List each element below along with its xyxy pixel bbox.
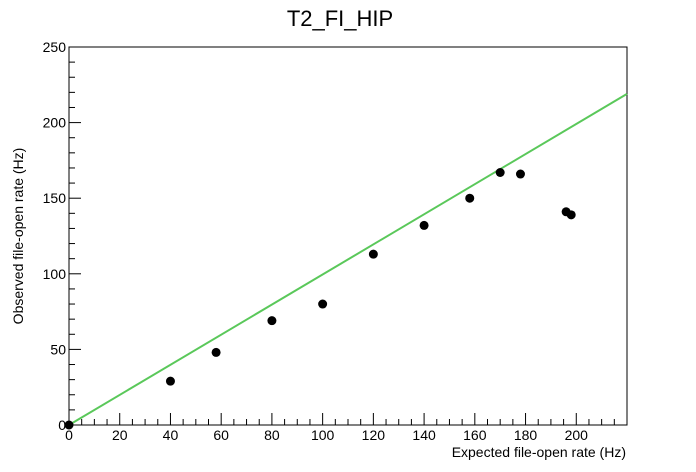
- data-point: [64, 420, 74, 430]
- data-point: [566, 210, 576, 220]
- x-axis-label: Expected file-open rate (Hz): [452, 444, 626, 460]
- x-tick-label: 20: [112, 427, 128, 443]
- y-tick-label: 100: [43, 266, 67, 282]
- x-tick-label: 0: [65, 427, 73, 443]
- x-tick-label: 100: [311, 427, 335, 443]
- chart-title: T2_FI_HIP: [287, 6, 393, 31]
- y-tick-label: 0: [58, 417, 66, 433]
- data-point: [495, 167, 505, 177]
- y-tick-label: 250: [43, 39, 67, 55]
- x-tick-label: 120: [362, 427, 386, 443]
- plot-frame: [68, 46, 628, 426]
- fit-line: [68, 93, 628, 426]
- fit-line-series: [68, 93, 628, 426]
- data-point: [267, 316, 277, 326]
- x-tick-label: 160: [463, 427, 487, 443]
- data-point: [368, 249, 378, 259]
- y-axis-label: Observed file-open rate (Hz): [10, 148, 26, 325]
- data-point: [515, 169, 525, 179]
- data-points-series: [64, 167, 576, 430]
- data-point: [419, 220, 429, 230]
- data-point: [318, 299, 328, 309]
- y-axis: 0 50 100 150 200 250: [43, 39, 81, 433]
- x-tick-label: 40: [163, 427, 179, 443]
- x-tick-label: 80: [264, 427, 280, 443]
- x-tick-label: 200: [565, 427, 589, 443]
- x-tick-label: 60: [213, 427, 229, 443]
- y-tick-label: 150: [43, 190, 67, 206]
- data-point: [211, 347, 221, 357]
- data-point: [165, 376, 175, 386]
- y-tick-label: 200: [43, 115, 67, 131]
- x-axis: 0 20 40 60 80 100 120 140 160 180 200: [65, 413, 628, 443]
- x-tick-label: 180: [514, 427, 538, 443]
- y-tick-label: 50: [50, 341, 66, 357]
- x-tick-label: 140: [412, 427, 436, 443]
- data-point: [465, 193, 475, 203]
